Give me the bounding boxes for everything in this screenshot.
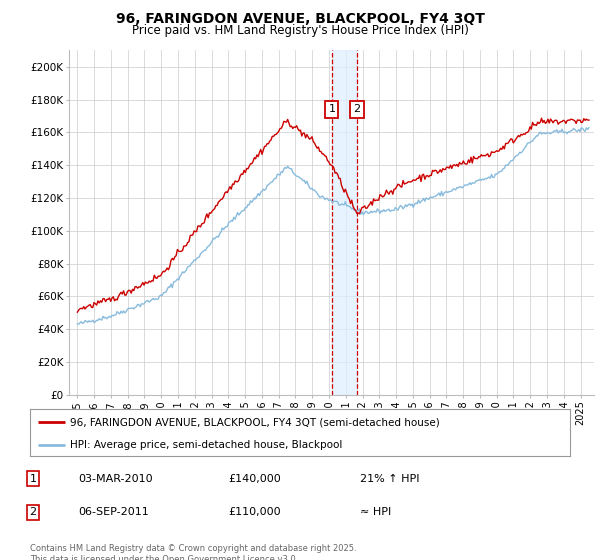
Text: 1: 1 [328, 105, 335, 114]
Text: 2: 2 [29, 507, 37, 517]
Text: 1: 1 [29, 474, 37, 484]
Text: £140,000: £140,000 [228, 474, 281, 484]
Text: 2: 2 [353, 105, 361, 114]
Text: 03-MAR-2010: 03-MAR-2010 [78, 474, 152, 484]
Bar [332, 50, 357, 395]
Text: 96, FARINGDON AVENUE, BLACKPOOL, FY4 3QT (semi-detached house): 96, FARINGDON AVENUE, BLACKPOOL, FY4 3QT… [71, 417, 440, 427]
Text: 21% ↑ HPI: 21% ↑ HPI [360, 474, 419, 484]
Text: HPI: Average price, semi-detached house, Blackpool: HPI: Average price, semi-detached house,… [71, 440, 343, 450]
Text: Contains HM Land Registry data © Crown copyright and database right 2025.
This d: Contains HM Land Registry data © Crown c… [30, 544, 356, 560]
Text: 06-SEP-2011: 06-SEP-2011 [78, 507, 149, 517]
Text: 96, FARINGDON AVENUE, BLACKPOOL, FY4 3QT: 96, FARINGDON AVENUE, BLACKPOOL, FY4 3QT [116, 12, 484, 26]
Text: Price paid vs. HM Land Registry's House Price Index (HPI): Price paid vs. HM Land Registry's House … [131, 24, 469, 36]
Text: ≈ HPI: ≈ HPI [360, 507, 391, 517]
Text: £110,000: £110,000 [228, 507, 281, 517]
